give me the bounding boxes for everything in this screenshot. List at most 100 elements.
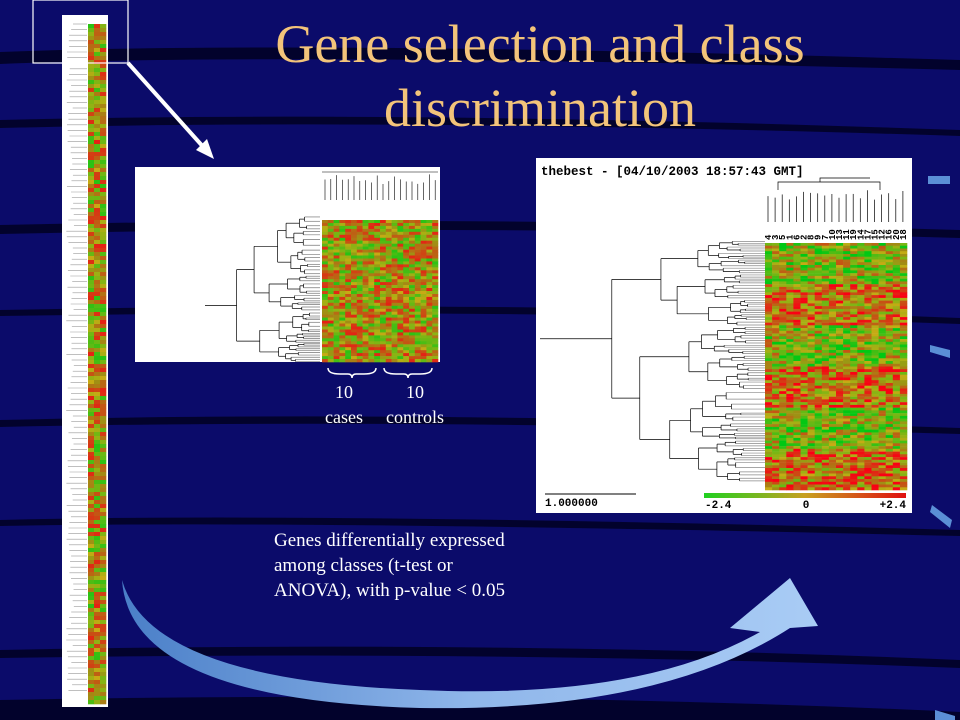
heat-cell	[351, 273, 358, 277]
heat-cell	[871, 432, 879, 436]
heat-cell	[765, 254, 773, 257]
heat-cell	[793, 462, 801, 466]
heat-cell	[843, 286, 851, 290]
heat-cell	[426, 246, 433, 250]
heat-cell	[397, 258, 404, 262]
heat-cell	[807, 350, 815, 353]
heat-cell	[779, 292, 787, 296]
heat-cell	[871, 459, 879, 463]
heat-cell	[814, 393, 823, 397]
heat-cell	[94, 652, 101, 657]
heat-cell	[885, 443, 894, 447]
heat-cell	[432, 285, 439, 289]
heat-cell	[380, 264, 387, 268]
heat-cell	[100, 48, 107, 53]
heat-cell	[793, 468, 801, 471]
heat-cell	[322, 299, 329, 304]
heat-cell	[420, 279, 427, 283]
heat-cell	[857, 374, 865, 378]
heat-cell	[836, 404, 844, 408]
heat-cell	[765, 446, 773, 450]
heat-cell	[857, 448, 865, 452]
heat-cell	[800, 286, 808, 290]
heat-cell	[414, 317, 421, 321]
heat-cell	[843, 476, 851, 480]
heat-cell	[828, 341, 837, 345]
heat-cell	[391, 359, 398, 363]
heat-cell	[786, 284, 794, 288]
heat-cell	[814, 284, 823, 288]
heat-cell	[322, 258, 329, 262]
heat-cell	[786, 366, 794, 370]
heat-cell	[765, 325, 773, 329]
heat-cell	[322, 302, 329, 307]
heat-cell	[828, 369, 837, 373]
heat-cell	[821, 443, 830, 447]
heat-cell	[100, 296, 107, 301]
zoom-arrowhead	[196, 139, 214, 159]
heat-cell	[843, 339, 851, 343]
heat-cell	[878, 437, 886, 441]
heat-cell	[885, 473, 894, 477]
heat-cell	[892, 308, 901, 312]
heat-cell	[426, 243, 433, 247]
heat-cell	[100, 660, 107, 665]
heat-cell	[793, 243, 801, 246]
heat-cell	[828, 424, 837, 428]
heat-cell	[800, 454, 808, 458]
heat-cell	[807, 363, 815, 367]
heat-cell	[864, 361, 872, 364]
heat-cell	[100, 388, 107, 393]
heat-cell	[871, 248, 879, 252]
heat-cell	[356, 353, 363, 357]
heat-cell	[779, 265, 787, 268]
heat-cell	[885, 295, 894, 299]
heat-cell	[885, 484, 894, 488]
heat-cell	[814, 339, 823, 343]
heat-cell	[850, 432, 858, 436]
heat-cell	[88, 476, 95, 481]
heat-cell	[100, 272, 107, 277]
heat-cell	[899, 451, 908, 455]
heat-cell	[864, 407, 872, 411]
heat-cell	[100, 476, 107, 481]
heat-cell	[339, 273, 346, 277]
heat-cell	[857, 410, 865, 414]
heat-cell	[793, 413, 801, 417]
heat-cell	[362, 323, 369, 327]
heat-cell	[420, 225, 427, 230]
heat-cell	[786, 479, 794, 482]
heat-cell	[339, 288, 346, 292]
heat-cell	[892, 369, 901, 373]
heat-cell	[772, 336, 780, 340]
heat-cell	[885, 270, 894, 274]
heat-cell	[374, 323, 381, 327]
heat-cell	[864, 462, 872, 466]
heat-cell	[892, 487, 901, 491]
heat-cell	[800, 391, 808, 395]
heat-cell	[327, 261, 334, 265]
heat-cell	[843, 262, 851, 266]
heat-cell	[94, 636, 101, 641]
heat-cell	[871, 418, 879, 422]
heat-cell	[836, 454, 844, 458]
heat-cell	[368, 356, 375, 360]
heat-cell	[356, 276, 363, 280]
heat-cell	[871, 361, 879, 364]
heat-cell	[828, 314, 837, 318]
heat-cell	[807, 254, 815, 257]
heat-cell	[864, 363, 872, 367]
heat-cell	[100, 144, 107, 149]
heat-cell	[843, 358, 851, 362]
heat-cell	[800, 429, 808, 433]
heat-cell	[814, 350, 823, 353]
heat-cell	[843, 462, 851, 466]
heat-cell	[772, 286, 780, 290]
heat-cell	[345, 270, 352, 274]
heat-cell	[100, 244, 107, 249]
heat-cell	[362, 264, 369, 268]
heat-cell	[88, 488, 95, 493]
heat-cell	[885, 265, 894, 268]
heat-cell	[885, 476, 894, 480]
heat-cell	[88, 604, 95, 609]
